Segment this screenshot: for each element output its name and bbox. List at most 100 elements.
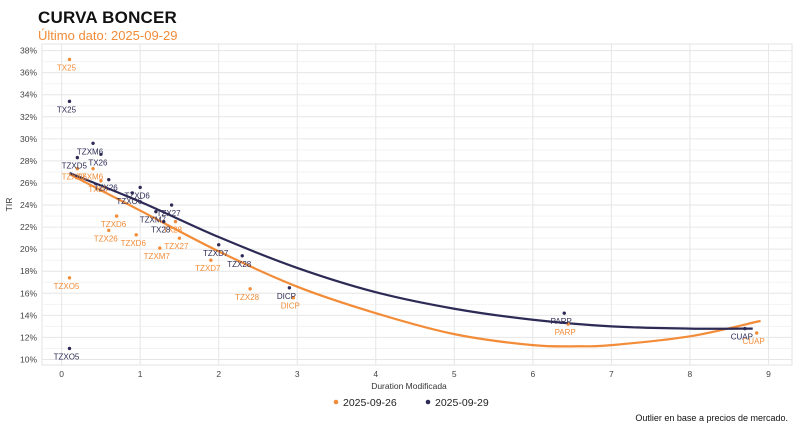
x-tick-label: 4 <box>373 369 378 379</box>
x-tick-label: 0 <box>59 369 64 379</box>
data-point <box>209 258 213 262</box>
legend-marker <box>425 399 431 405</box>
point-label: TX28 <box>151 226 171 235</box>
y-tick-label: 12% <box>20 332 37 342</box>
data-point <box>158 246 162 250</box>
point-label: TZXD6 <box>124 191 150 200</box>
x-tick-label: 8 <box>688 369 693 379</box>
point-label: TZXO6 <box>116 197 142 206</box>
data-point <box>130 191 135 195</box>
x-tick-label: 3 <box>295 369 300 379</box>
legend-label: 2025-09-26 <box>343 397 397 409</box>
data-point <box>134 233 138 237</box>
point-label: TZX26 <box>94 234 119 243</box>
data-point <box>107 228 111 233</box>
data-point <box>75 166 80 171</box>
point-label: TZXO5 <box>54 282 80 291</box>
data-point <box>291 296 296 300</box>
point-label: TZXD7 <box>203 249 229 258</box>
point-label: TX28 <box>163 226 183 235</box>
point-label: TZXM7 <box>140 216 167 225</box>
y-tick-label: 18% <box>20 266 37 276</box>
x-tick-label: 6 <box>530 369 535 379</box>
y-tick-label: 14% <box>20 310 37 320</box>
x-axis-title: Duration Modificada <box>371 381 447 391</box>
chart-grid <box>42 44 792 365</box>
data-points <box>67 57 759 351</box>
point-label: PARP <box>551 317 572 326</box>
data-point <box>67 276 72 280</box>
point-label: TZXD7 <box>195 264 221 273</box>
data-point <box>562 311 566 315</box>
x-tick-label: 2 <box>216 369 221 379</box>
fit-curves <box>68 172 761 348</box>
data-point <box>287 286 292 290</box>
point-label: TX25 <box>57 105 77 114</box>
point-label: TZX26 <box>94 184 119 193</box>
data-point <box>99 179 103 183</box>
y-tick-label: 16% <box>20 288 37 298</box>
y-tick-label: 10% <box>20 354 37 364</box>
y-tick-label: 34% <box>20 90 37 100</box>
point-label: TZXD6 <box>121 239 147 248</box>
footnote: Outlier en base a precios de mercado. <box>635 413 788 423</box>
legend-label: 2025-09-29 <box>435 397 489 409</box>
y-tick-label: 24% <box>20 200 37 210</box>
data-point <box>67 346 72 351</box>
point-label: CUAP <box>731 333 753 342</box>
point-label: TZX28 <box>235 293 260 302</box>
data-point <box>67 99 72 104</box>
data-point <box>107 177 111 182</box>
point-label: TZX27 <box>164 242 189 251</box>
legend[interactable]: 2025-09-26 2025-09-29 <box>333 397 489 409</box>
point-label: TZXM6 <box>77 147 104 156</box>
data-point <box>154 209 158 214</box>
point-label: TZXM6 <box>77 173 104 182</box>
point-label: DICP <box>277 292 296 301</box>
point-label: TZXO5 <box>54 352 80 361</box>
point-label: TZX28 <box>227 260 252 269</box>
data-point <box>240 254 244 258</box>
y-axis-title: TIR <box>4 198 14 212</box>
point-label: CUAP <box>743 337 765 346</box>
point-label: TZXM7 <box>144 252 171 261</box>
data-point <box>248 287 252 291</box>
y-tick-label: 20% <box>20 244 37 254</box>
data-point <box>566 322 570 326</box>
point-label: TZX27 <box>157 209 182 218</box>
fit-curve-2025-09-26 <box>68 173 761 348</box>
data-point <box>75 155 80 160</box>
chart-plot-background <box>41 43 793 366</box>
data-point <box>162 219 166 224</box>
data-point <box>99 152 103 157</box>
data-point <box>173 219 178 224</box>
x-tick-label: 1 <box>138 369 143 379</box>
y-tick-label: 28% <box>20 156 37 166</box>
data-point <box>754 331 759 335</box>
y-tick-label: 30% <box>20 134 37 144</box>
fit-curve-2025-09-29 <box>69 172 753 330</box>
point-label: TX25 <box>57 63 77 72</box>
page-subtitle: Último dato: 2025-09-29 <box>38 28 178 43</box>
point-label: TX26 <box>88 185 108 194</box>
y-tick-label: 26% <box>20 178 37 188</box>
data-point <box>91 141 95 145</box>
data-point <box>743 326 747 331</box>
y-tick-label: 32% <box>20 112 37 122</box>
data-point <box>67 57 72 62</box>
data-point <box>217 243 221 247</box>
data-point <box>138 185 142 190</box>
point-label: DICP <box>281 302 300 311</box>
legend-marker <box>333 399 339 405</box>
y-axis: 10% 12% 14% 16% 18% 20% 22% 24% 26% 28% 30% 32% 34% 3… <box>20 46 37 365</box>
point-label: TX26 <box>88 158 108 167</box>
point-label: TZXD6 <box>101 220 127 229</box>
x-tick-label: 7 <box>609 369 614 379</box>
page-title: CURVA BONCER <box>38 8 178 27</box>
x-axis: 0 1 2 3 4 5 6 7 8 9 <box>59 369 771 379</box>
y-tick-label: 36% <box>20 68 37 78</box>
y-tick-label: 22% <box>20 222 37 232</box>
x-tick-label: 9 <box>766 369 771 379</box>
